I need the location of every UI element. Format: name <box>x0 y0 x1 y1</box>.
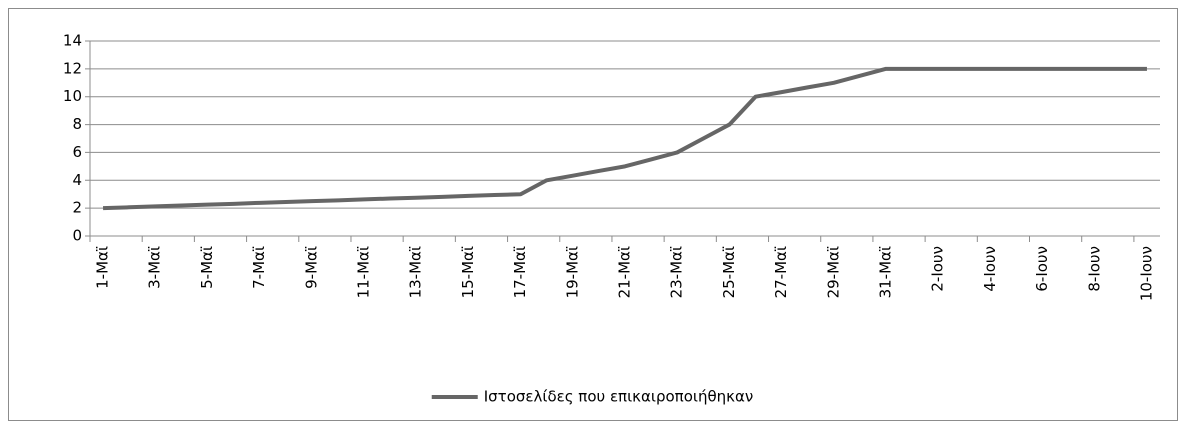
x-tick-label: 1-Μαϊ <box>94 246 112 289</box>
y-tick-label: 2 <box>72 199 82 217</box>
x-tick-label: 11-Μαϊ <box>355 246 373 298</box>
y-tick-label: 6 <box>72 143 82 161</box>
x-tick-label: 15-Μαϊ <box>459 246 477 298</box>
y-tick-label: 4 <box>72 171 82 189</box>
chart-border <box>8 8 1178 421</box>
x-tick-label: 23-Μαϊ <box>668 246 686 298</box>
series-line <box>102 66 1147 211</box>
x-tick-label: 29-Μαϊ <box>824 246 842 298</box>
x-tick-label: 8-Ιουν <box>1085 246 1103 292</box>
y-tick-label: 14 <box>63 32 82 50</box>
y-tick-label: 8 <box>72 115 82 133</box>
y-tick-label: 10 <box>63 87 82 105</box>
y-tick-label: 12 <box>63 59 82 77</box>
x-tick-label: 6-Ιουν <box>1033 246 1051 292</box>
x-tick-label: 7-Μαϊ <box>250 246 268 289</box>
x-tick-label: 9-Μαϊ <box>302 246 320 289</box>
x-tick-label: 13-Μαϊ <box>407 246 425 298</box>
x-tick-label: 2-Ιουν <box>929 246 947 292</box>
x-tick-label: 25-Μαϊ <box>720 246 738 298</box>
x-tick-label: 17-Μαϊ <box>511 246 529 298</box>
x-tick-label: 10-Ιουν <box>1137 246 1155 301</box>
x-tick-label: 4-Ιουν <box>981 246 999 292</box>
x-tick-label: 19-Μαϊ <box>563 246 581 298</box>
x-tick-label: 31-Μαϊ <box>876 246 894 298</box>
y-tick-label: 0 <box>72 227 82 245</box>
x-tick-label: 27-Μαϊ <box>772 246 790 298</box>
x-tick-label: 5-Μαϊ <box>198 246 216 289</box>
legend-label: Ιστοσελίδες που επικαιροποιήθηκαν <box>484 388 754 406</box>
x-tick-label: 3-Μαϊ <box>146 246 164 289</box>
x-tick-label: 21-Μαϊ <box>616 246 634 298</box>
